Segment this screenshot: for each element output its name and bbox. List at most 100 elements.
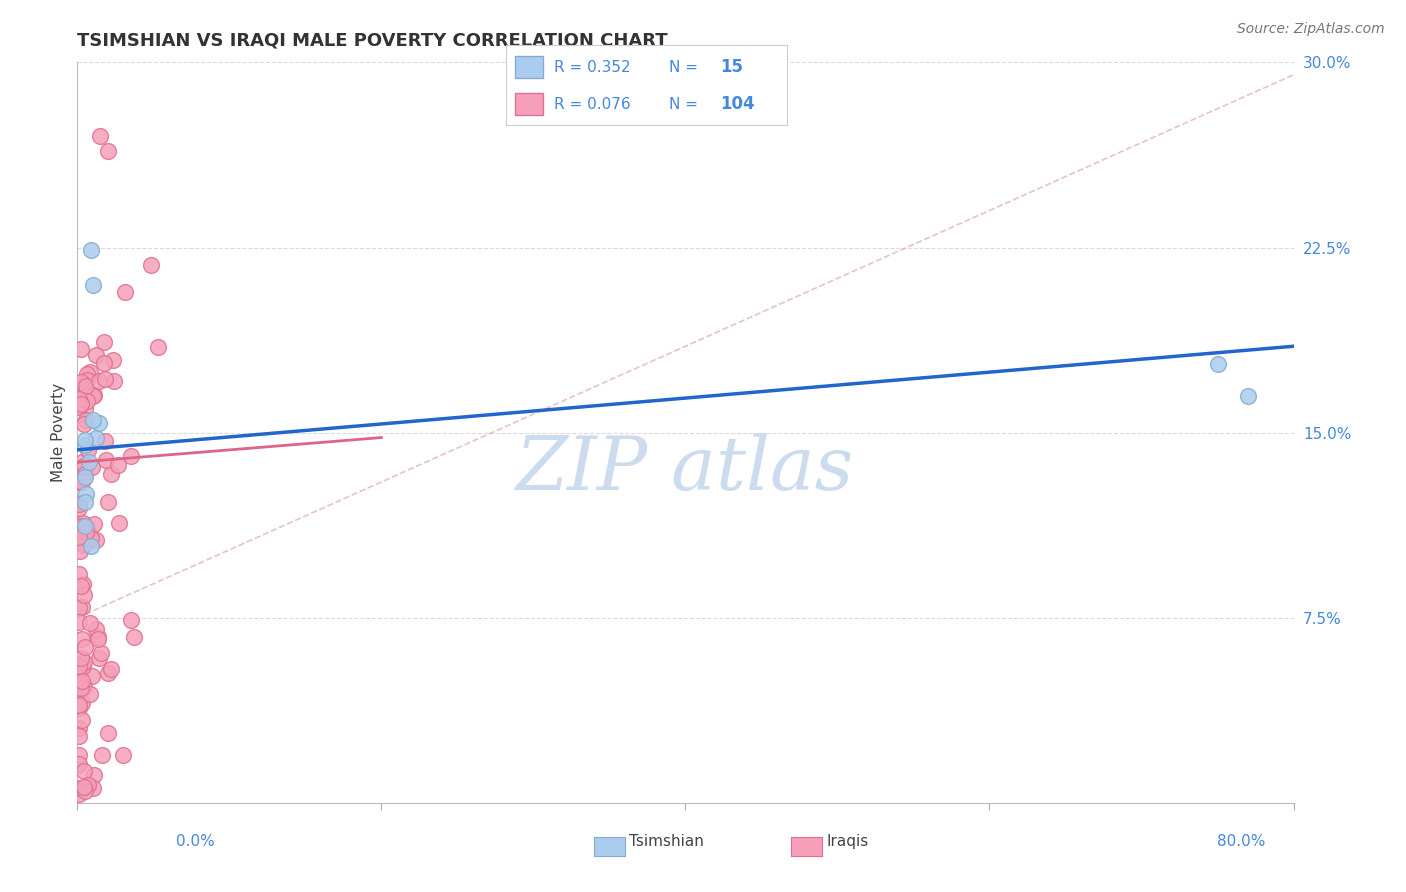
Point: [67, 729, 90, 743]
Point: [89, 651, 111, 665]
Point: [87, 374, 110, 388]
Point: [79, 455, 101, 469]
Point: [70, 662, 93, 676]
Point: [70, 713, 93, 727]
Point: [75, 525, 97, 540]
Point: [70, 475, 93, 489]
Point: [94, 372, 117, 386]
Point: [87, 416, 110, 430]
Point: [73, 588, 96, 602]
Point: [73, 470, 96, 484]
Point: [97, 495, 120, 509]
Text: N =: N =: [669, 96, 699, 112]
Point: [67, 757, 90, 772]
Point: [67, 475, 90, 490]
Point: [93, 434, 115, 448]
Point: [87, 630, 110, 644]
Point: [73, 401, 96, 416]
Point: [120, 614, 142, 628]
Point: [73, 467, 96, 481]
Point: [69, 780, 91, 795]
Point: [97, 726, 120, 740]
Point: [100, 662, 122, 676]
Point: [80, 539, 103, 553]
Point: [94, 453, 117, 467]
Point: [87, 632, 110, 647]
Point: [70, 518, 93, 533]
Text: Tsimshian: Tsimshian: [630, 834, 704, 849]
Point: [67, 698, 90, 712]
Point: [82, 460, 104, 475]
Point: [73, 433, 96, 447]
Point: [72, 516, 94, 530]
Point: [72, 538, 94, 552]
Point: [72, 576, 94, 591]
Point: [72, 536, 94, 550]
Point: [82, 277, 104, 292]
Point: [67, 530, 90, 544]
Point: [124, 630, 146, 644]
Point: [70, 579, 93, 593]
Point: [84, 533, 107, 548]
Point: [90, 646, 112, 660]
Point: [82, 389, 104, 403]
Point: [82, 781, 104, 796]
Text: 80.0%: 80.0%: [1218, 834, 1265, 849]
Point: [90, 748, 112, 763]
Point: [100, 467, 122, 481]
Point: [146, 340, 169, 354]
Point: [114, 285, 136, 300]
Point: [70, 455, 93, 469]
Point: [70, 681, 93, 695]
Point: [76, 520, 98, 534]
Point: [79, 365, 101, 379]
Point: [84, 348, 107, 362]
Point: [69, 543, 91, 558]
Point: [82, 413, 104, 427]
Point: [97, 665, 120, 680]
Point: [67, 497, 90, 511]
Point: [101, 352, 124, 367]
Point: [73, 784, 96, 798]
Text: 104: 104: [720, 95, 755, 113]
Text: TSIMSHIAN VS IRAQI MALE POVERTY CORRELATION CHART: TSIMSHIAN VS IRAQI MALE POVERTY CORRELAT…: [77, 32, 668, 50]
Point: [73, 764, 96, 778]
Point: [69, 380, 91, 394]
Point: [1206, 357, 1229, 371]
Point: [67, 658, 90, 673]
Text: Source: ZipAtlas.com: Source: ZipAtlas.com: [1237, 22, 1385, 37]
Point: [89, 129, 111, 144]
Point: [75, 413, 97, 427]
Point: [76, 394, 98, 409]
Point: [107, 458, 129, 473]
Point: [83, 387, 105, 401]
Point: [75, 640, 97, 655]
Point: [70, 397, 93, 411]
Point: [72, 659, 94, 673]
Point: [120, 449, 142, 463]
Point: [108, 516, 131, 531]
Point: [1237, 388, 1260, 402]
Point: [67, 701, 90, 715]
Point: [67, 567, 90, 582]
Point: [93, 334, 115, 349]
Point: [70, 342, 93, 356]
Text: R = 0.352: R = 0.352: [554, 60, 630, 75]
Point: [73, 681, 96, 695]
Point: [67, 787, 90, 801]
Text: ZIP atlas: ZIP atlas: [516, 434, 855, 506]
Point: [67, 615, 90, 630]
Text: 0.0%: 0.0%: [176, 834, 215, 849]
Point: [73, 780, 96, 794]
Point: [67, 400, 90, 414]
Point: [73, 519, 96, 533]
Text: R = 0.076: R = 0.076: [554, 96, 630, 112]
Text: 15: 15: [720, 58, 742, 76]
Point: [82, 669, 104, 683]
Point: [67, 747, 90, 762]
Point: [75, 487, 97, 501]
Point: [70, 696, 93, 710]
Point: [73, 459, 96, 474]
Point: [79, 615, 101, 630]
Point: [67, 501, 90, 516]
